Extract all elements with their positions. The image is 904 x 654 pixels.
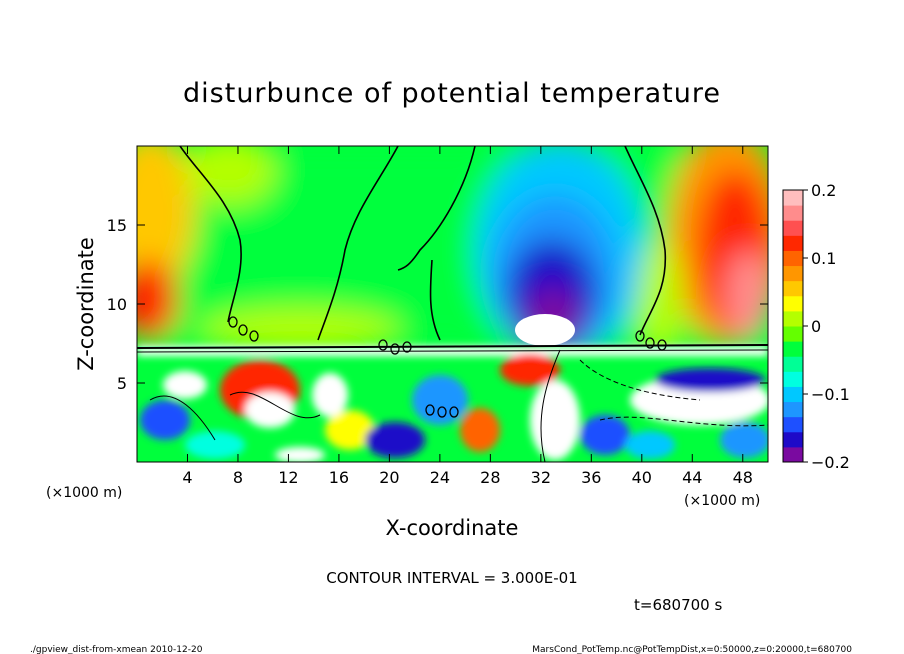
colorbar-swatch <box>783 205 803 221</box>
x-tick-label: 16 <box>329 468 349 487</box>
x-axis: 4 8 12 16 20 24 28 32 36 40 44 48 <box>182 146 753 487</box>
x-tick-label: 12 <box>278 468 298 487</box>
colorbar-swatch <box>783 401 803 418</box>
x-tick-label: 32 <box>531 468 551 487</box>
y-tick-label: 15 <box>107 216 127 235</box>
x-tick-label: 4 <box>182 468 192 487</box>
chart-title: disturbunce of potential temperature <box>183 78 721 109</box>
colorbar-swatch <box>783 431 803 448</box>
contour-loops <box>228 316 667 418</box>
colorbar-swatch <box>783 310 803 327</box>
x-axis-label: X-coordinate <box>386 516 519 540</box>
plot-area <box>137 146 768 462</box>
colorbar-swatch <box>783 235 803 251</box>
cold-core-cap <box>515 314 575 346</box>
colorbar-labels: 0.2 0.1 0 −0.1 −0.2 <box>803 181 850 472</box>
colorbar-swatch <box>783 280 803 297</box>
colorbar <box>782 189 804 463</box>
x-tick-label: 8 <box>233 468 243 487</box>
x-unit-right: (×1000 m) <box>684 493 760 509</box>
colorbar-swatch <box>783 250 803 267</box>
x-tick-label: 48 <box>733 468 753 487</box>
x-tick-label: 20 <box>379 468 399 487</box>
colorbar-label: 0.1 <box>811 249 836 268</box>
colorbar-swatch <box>783 356 803 372</box>
upper-field <box>137 146 768 360</box>
contour-interval: CONTOUR INTERVAL = 3.000E-01 <box>326 569 577 587</box>
colorbar-swatch <box>783 416 803 433</box>
colorbar-swatch <box>783 341 803 357</box>
colorbar-label: −0.1 <box>811 385 850 404</box>
x-unit-left: (×1000 m) <box>46 485 122 501</box>
colorbar-swatch <box>783 220 803 236</box>
colorbar-swatch <box>783 446 803 463</box>
colorbar-swatch <box>783 265 803 282</box>
y-tick-label: 5 <box>117 374 127 393</box>
y-axis-label: Z-coordinate <box>74 237 98 371</box>
y-tick-label: 10 <box>107 295 127 314</box>
colorbar-label: 0 <box>811 317 821 336</box>
footer-right: MarsCond_PotTemp.nc@PotTempDist,x=0:5000… <box>532 645 852 654</box>
x-tick-label: 36 <box>581 468 601 487</box>
time-label: t=680700 s <box>634 596 722 614</box>
colorbar-swatch <box>783 190 803 206</box>
x-tick-label: 24 <box>430 468 450 487</box>
colorbar-swatch <box>783 295 803 312</box>
colorbar-swatch <box>783 371 803 387</box>
footer-left: ./gpview_dist-from-xmean 2010-12-20 <box>30 645 203 654</box>
y-axis: 5 10 15 <box>107 216 768 393</box>
x-tick-label: 44 <box>682 468 702 487</box>
colorbar-label: −0.2 <box>811 453 850 472</box>
lower-field <box>137 346 768 462</box>
x-tick-label: 40 <box>632 468 652 487</box>
colorbar-swatch <box>783 326 803 342</box>
x-tick-label: 28 <box>480 468 500 487</box>
colorbar-swatch <box>783 386 803 403</box>
colorbar-label: 0.2 <box>811 181 836 200</box>
